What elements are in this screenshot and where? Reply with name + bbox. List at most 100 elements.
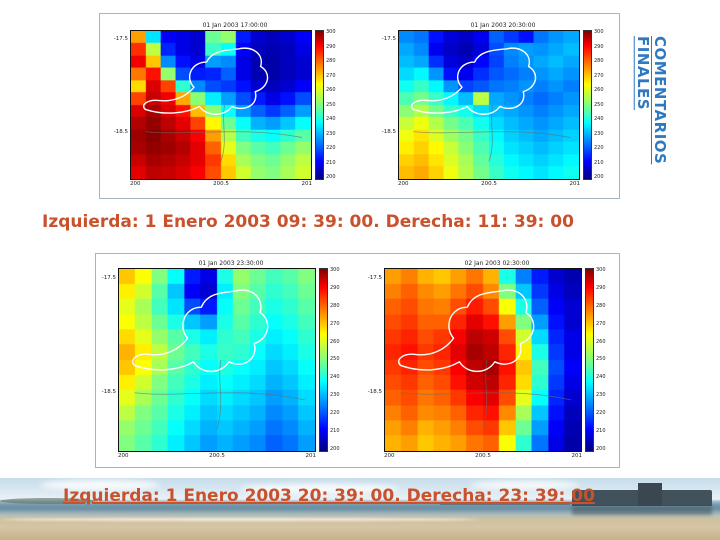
tick-label: 220: [326, 145, 336, 151]
tick-label: 260: [326, 87, 336, 93]
tick-label: 200.5: [481, 181, 497, 187]
tick-label: 280: [596, 302, 606, 309]
cloud-shape: [470, 481, 580, 489]
tick-label: 200: [398, 181, 409, 187]
heatmap-canvas: [119, 269, 315, 451]
tick-label: 200: [130, 181, 141, 187]
tick-label: 250: [594, 101, 604, 108]
tick-label: 201: [305, 453, 317, 459]
heatmap-canvas: [385, 269, 581, 451]
tick-label: 210: [596, 428, 606, 435]
tick-label: 210: [330, 428, 340, 435]
tick-label: 270: [326, 72, 336, 79]
basin-contour-overlay: [131, 31, 311, 179]
tick-label: 220: [596, 410, 606, 417]
tick-label: -18.5: [101, 389, 116, 396]
basin-contour-overlay: [399, 31, 579, 179]
y-axis-ticks: -17.5 -18.5: [381, 30, 398, 180]
tick-label: 200.5: [475, 453, 491, 459]
heatmap-canvas: [399, 31, 579, 179]
colorbar: [585, 268, 594, 452]
heatmap-canvas: [131, 31, 311, 179]
heatmap-figure-top-left: 01 Jan 2003 17:00:00 -17.5 -18.5 300 290 28…: [113, 22, 340, 188]
tick-label: 201: [301, 181, 313, 187]
colorbar-wrap: 300 290 280 270 260 250 240 230 220 210 200: [583, 30, 608, 180]
tick-label: 201: [571, 453, 583, 459]
basin-contour-overlay: [385, 269, 581, 451]
tick-label: 280: [330, 302, 340, 309]
tick-label: 290: [594, 43, 604, 50]
basin-contour-overlay: [119, 269, 315, 451]
tick-label: 260: [596, 338, 606, 345]
tick-label: 270: [596, 320, 606, 327]
distant-hill: [0, 498, 95, 504]
tick-label: 210: [326, 159, 336, 166]
tick-label: 290: [596, 284, 606, 291]
tick-label: -18.5: [367, 389, 382, 396]
y-axis-ticks: -17.5 -18.5: [113, 30, 130, 180]
slide-title-vertical: COMENTARIOS FINALES: [633, 36, 669, 165]
tick-label: -17.5: [113, 36, 128, 42]
x-axis-ticks: 200 200.5 201: [130, 180, 312, 188]
pier-tower-silhouette: [638, 483, 662, 506]
tick-label: 240: [594, 116, 604, 122]
heatmap-plot: [398, 30, 580, 180]
heatmap-figure-bottom-right: 02 Jan 2003 02:30:00 -17.5 -18.5 300 290 28…: [367, 260, 610, 460]
tick-label: 280: [594, 58, 604, 64]
colorbar-ticks: 300 290 280 270 260 250 240 230 220 210 200: [596, 268, 610, 452]
tick-label: 200.5: [209, 453, 225, 459]
heatmap-figure-top-right: 01 Jan 2003 20:30:00 -17.5 -18.5 300 290 28…: [381, 22, 608, 188]
tick-label: 270: [330, 320, 340, 327]
tick-label: -17.5: [101, 275, 116, 282]
tick-label: 250: [596, 356, 606, 363]
tick-label: 280: [326, 58, 336, 64]
figure-title: 01 Jan 2003 17:00:00: [202, 22, 268, 29]
x-axis-ticks: 200 200.5 201: [118, 452, 316, 460]
tick-label: 240: [330, 374, 340, 381]
cloud-shape: [240, 484, 400, 493]
tick-label: 200: [330, 445, 340, 452]
x-axis-ticks: 200 200.5 201: [398, 180, 580, 188]
colorbar: [319, 268, 328, 452]
heatmap-plot: [118, 268, 316, 452]
cloud-shape: [40, 480, 160, 490]
tick-label: -17.5: [367, 275, 382, 282]
heatmap-plot: [384, 268, 582, 452]
jetty-silhouette: [440, 502, 570, 505]
tick-label: 230: [330, 392, 340, 399]
heatmap-figure-bottom-left: 01 Jan 2003 23:30:00 -17.5 -18.5 300 290 28…: [101, 260, 344, 460]
pier-reflection: [572, 506, 712, 515]
tick-label: 200: [596, 445, 606, 452]
caption-bottom: Izquierda: 1 Enero 2003 20: 39: 00. Dere…: [63, 486, 595, 506]
tick-label: 200: [118, 453, 129, 459]
colorbar-wrap: 300 290 280 270 260 250 240 230 220 210 200: [315, 30, 340, 180]
tick-label: 300: [594, 29, 604, 35]
tick-label: 200.5: [213, 181, 229, 187]
colorbar-wrap: 300 290 280 270 260 250 240 230 220 210 200: [585, 268, 610, 452]
tick-label: 250: [330, 356, 340, 363]
tick-label: 300: [596, 267, 606, 273]
figure-title: 01 Jan 2003 23:30:00: [198, 260, 264, 267]
tick-label: 290: [330, 284, 340, 291]
tick-label: 200: [326, 174, 336, 180]
colorbar-ticks: 300 290 280 270 260 250 240 230 220 210 200: [330, 268, 344, 452]
tick-label: -17.5: [381, 36, 396, 42]
figure-title: 01 Jan 2003 20:30:00: [470, 22, 536, 29]
tick-label: 250: [326, 101, 336, 108]
tick-label: 230: [326, 130, 336, 137]
top-figure-panel: 01 Jan 2003 17:00:00 -17.5 -18.5 300 290 28…: [99, 13, 620, 199]
tick-label: -18.5: [113, 129, 128, 135]
shoreline-foam: [0, 518, 480, 521]
bottom-figure-panel: 01 Jan 2003 23:30:00 -17.5 -18.5 300 290 28…: [95, 253, 620, 468]
tick-label: 210: [594, 159, 604, 166]
colorbar-wrap: 300 290 280 270 260 250 240 230 220 210 200: [319, 268, 344, 452]
colorbar: [583, 30, 592, 180]
colorbar-ticks: 300 290 280 270 260 250 240 230 220 210 200: [594, 30, 608, 180]
tick-label: 300: [326, 29, 336, 35]
tick-label: 240: [596, 374, 606, 381]
tick-label: 230: [594, 130, 604, 137]
colorbar-ticks: 300 290 280 270 260 250 240 230 220 210 200: [326, 30, 340, 180]
tick-label: 200: [384, 453, 395, 459]
beach-photo: [0, 478, 720, 540]
